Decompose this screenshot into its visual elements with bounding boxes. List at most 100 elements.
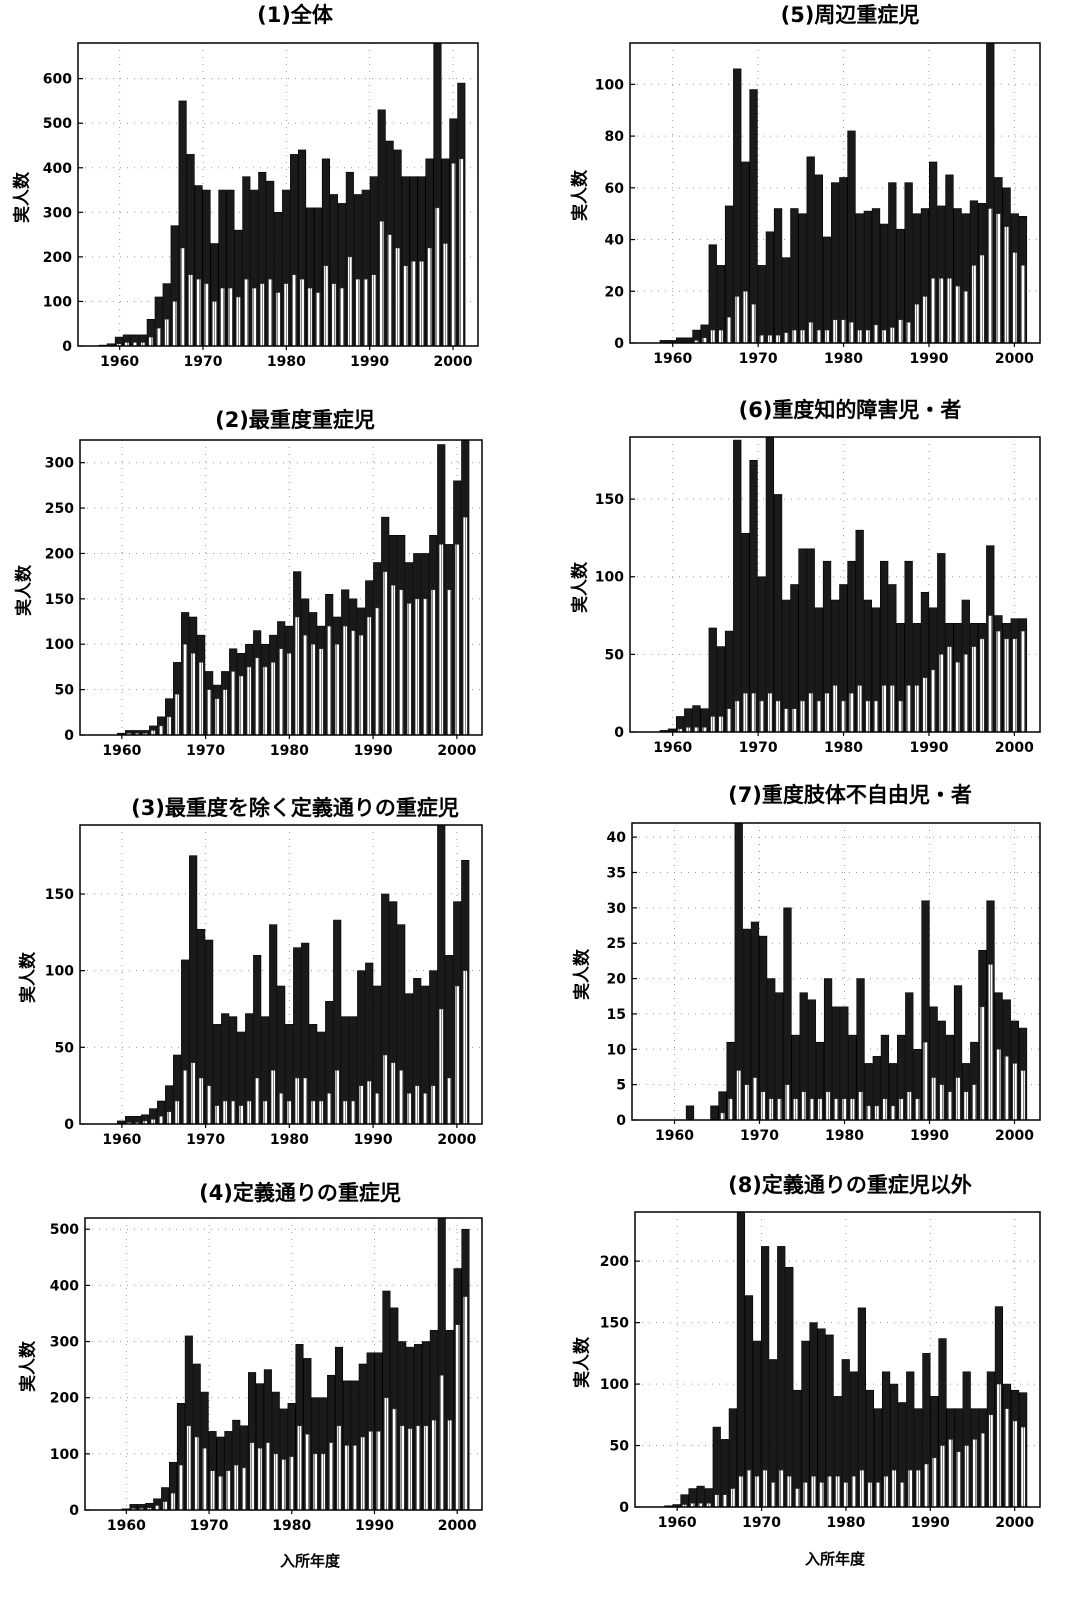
bar-subset: [387, 234, 393, 346]
bar-total: [765, 231, 775, 343]
bar-subset: [326, 625, 332, 735]
bar-total: [245, 1013, 254, 1124]
bar-subset: [858, 1091, 863, 1120]
bar-total: [210, 243, 219, 346]
bar-subset: [318, 1100, 324, 1124]
bar-subset: [914, 685, 920, 732]
bar-total: [684, 708, 693, 732]
y-tick-label: 250: [45, 501, 74, 517]
bar-subset: [190, 653, 196, 735]
bar-total: [904, 182, 913, 343]
bar-subset: [233, 1464, 239, 1510]
x-tick-label: 1980: [270, 743, 309, 759]
bar-total: [337, 203, 346, 346]
y-tick-label: 100: [45, 637, 74, 653]
bar-total: [684, 337, 693, 343]
bar-subset: [816, 329, 822, 343]
bar-subset: [827, 1476, 833, 1507]
bar-subset: [956, 1451, 962, 1507]
bar-subset: [743, 692, 748, 732]
bar-subset: [166, 716, 172, 735]
y-tick-label: 150: [45, 887, 74, 903]
bar-total: [688, 1488, 697, 1507]
x-tick-label: 1980: [824, 351, 863, 367]
bar-total: [938, 1338, 947, 1507]
y-tick-label: 300: [50, 1335, 79, 1351]
bar-subset: [824, 329, 830, 343]
bar-subset: [358, 634, 364, 735]
bar-subset: [1004, 1056, 1010, 1120]
x-tick-label: 1970: [184, 354, 223, 370]
bar-subset: [379, 220, 385, 346]
bar-subset: [972, 1439, 978, 1507]
y-tick-label: 300: [43, 205, 72, 221]
x-tick-label: 1970: [186, 743, 225, 759]
bar-subset: [930, 278, 936, 343]
bar-subset: [786, 1476, 792, 1507]
x-tick-label: 2000: [434, 354, 473, 370]
bar-total: [146, 318, 155, 346]
y-tick-label: 0: [614, 725, 624, 741]
bar-total: [896, 228, 905, 343]
bar-total: [133, 1116, 142, 1124]
bar-total: [880, 560, 889, 732]
bar-subset: [706, 1503, 712, 1507]
bar-subset: [760, 1091, 766, 1120]
bar-total: [807, 999, 816, 1120]
bar-total: [692, 329, 701, 343]
bar-total: [250, 189, 259, 346]
bar-subset: [366, 616, 372, 735]
bar-subset: [767, 692, 773, 732]
bar-subset: [971, 646, 977, 732]
bar-total: [928, 161, 938, 343]
bar-total: [839, 177, 848, 343]
bar-subset: [443, 243, 448, 346]
bar-total: [445, 955, 454, 1124]
bar-subset: [374, 1093, 380, 1124]
bar-total: [785, 1267, 794, 1507]
x-tick-label: 1960: [102, 1132, 141, 1148]
plot-frame: [77, 42, 479, 347]
bar-subset: [407, 1428, 413, 1510]
bar-subset: [963, 291, 969, 343]
bar-total: [680, 1494, 689, 1507]
bar-subset: [204, 283, 209, 346]
bar-total: [847, 560, 856, 732]
bar-total: [248, 1372, 257, 1510]
bar-total: [765, 437, 775, 732]
chart-plot: 0 50 100 150 200 250 300 1960 1970 1980 1990 2000: [45, 439, 483, 759]
bar-subset: [728, 1098, 733, 1120]
bar-subset: [923, 1041, 928, 1120]
bar-subset: [1020, 265, 1026, 343]
bar-subset: [198, 662, 204, 735]
bar-subset: [422, 598, 428, 735]
x-tick-label: 1990: [909, 351, 948, 367]
bar-subset: [230, 671, 236, 735]
bar-total: [365, 962, 374, 1124]
bar-subset: [347, 256, 353, 346]
plot-frame: [79, 824, 483, 1125]
bar-total: [173, 1054, 182, 1124]
bar-subset: [891, 1469, 897, 1507]
bar-subset: [767, 334, 773, 343]
bar-total: [822, 560, 832, 732]
bar-total: [790, 584, 799, 732]
bar-total: [839, 584, 848, 732]
bar-total: [301, 942, 310, 1124]
bar-subset: [938, 278, 944, 343]
bar-total: [369, 176, 378, 346]
bar-total: [321, 158, 331, 346]
bar-subset: [281, 1459, 287, 1510]
bar-subset: [124, 342, 130, 346]
bar-subset: [889, 685, 895, 732]
bar-total: [913, 1048, 922, 1120]
bar-subset: [835, 1476, 841, 1507]
bar-subset: [824, 692, 830, 732]
y-tick-label: 200: [600, 1254, 629, 1270]
bar-total: [953, 985, 963, 1120]
x-tick-label: 2000: [995, 1128, 1034, 1144]
bar-total: [733, 68, 742, 343]
bar-subset: [360, 1436, 366, 1510]
y-tick-label: 25: [607, 936, 626, 952]
bar-subset: [865, 329, 871, 343]
